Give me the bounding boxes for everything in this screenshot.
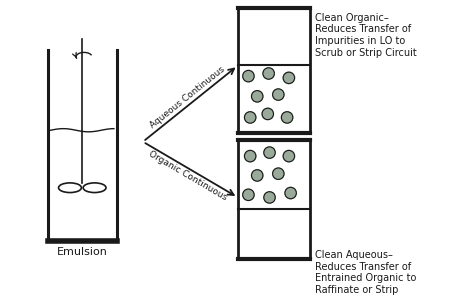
Text: Aqueous Continuous: Aqueous Continuous xyxy=(148,65,227,130)
Ellipse shape xyxy=(83,183,106,193)
Circle shape xyxy=(273,168,284,179)
Circle shape xyxy=(243,189,254,201)
Circle shape xyxy=(282,112,293,123)
Circle shape xyxy=(252,170,263,181)
Circle shape xyxy=(264,192,275,203)
Bar xyxy=(48,50,117,241)
Circle shape xyxy=(245,112,256,123)
Ellipse shape xyxy=(59,183,82,193)
Circle shape xyxy=(252,91,263,102)
Circle shape xyxy=(285,187,296,199)
Circle shape xyxy=(245,150,256,162)
Circle shape xyxy=(283,72,294,83)
Circle shape xyxy=(262,108,273,119)
Circle shape xyxy=(263,68,274,79)
Circle shape xyxy=(243,70,254,82)
Bar xyxy=(238,8,310,133)
Text: Clean Aqueous–
Reduces Transfer of
Entrained Organic to
Raffinate or Strip: Clean Aqueous– Reduces Transfer of Entra… xyxy=(315,250,417,295)
Circle shape xyxy=(264,147,275,158)
Text: Organic Continuous: Organic Continuous xyxy=(147,150,229,203)
Text: Clean Organic–
Reduces Transfer of
Impurities in LO to
Scrub or Strip Circuit: Clean Organic– Reduces Transfer of Impur… xyxy=(315,13,417,58)
Circle shape xyxy=(273,89,284,100)
Text: Emulsion: Emulsion xyxy=(57,247,108,257)
Bar xyxy=(238,140,310,259)
Circle shape xyxy=(283,150,294,162)
